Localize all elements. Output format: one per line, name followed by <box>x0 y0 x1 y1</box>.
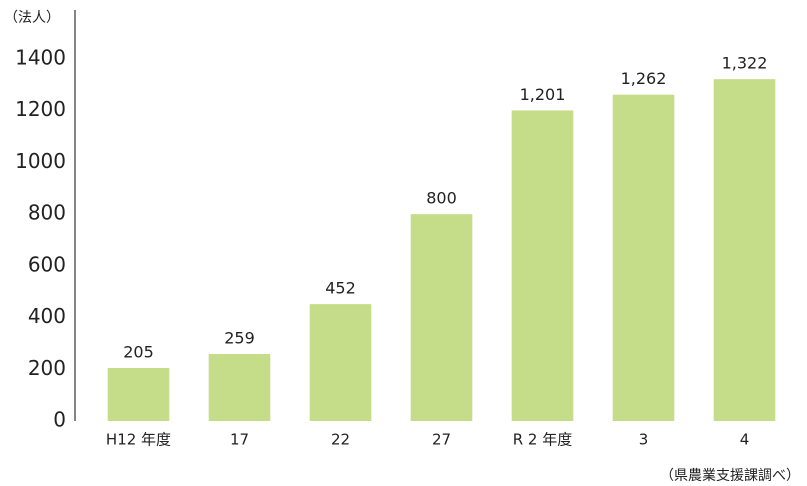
y-tick-label: 1200 <box>15 97 66 121</box>
y-tick-label: 200 <box>28 356 66 380</box>
x-tick-label: 17 <box>230 431 249 449</box>
y-axis-label: （法人） <box>4 10 60 26</box>
bar <box>410 214 473 421</box>
bar <box>309 304 372 421</box>
bar <box>208 354 271 421</box>
bar <box>713 79 776 421</box>
y-tick-label: 0 <box>53 408 66 432</box>
value-label: 205 <box>123 342 154 361</box>
y-tick-label: 600 <box>28 252 66 276</box>
value-label: 1,262 <box>621 69 667 88</box>
value-label: 800 <box>426 189 457 208</box>
bar <box>107 367 170 421</box>
value-label: 259 <box>224 329 255 348</box>
x-tick-label: 27 <box>432 431 451 449</box>
bar <box>511 110 574 421</box>
x-tick-label: 3 <box>639 431 649 449</box>
bar <box>612 94 675 421</box>
y-tick-label: 800 <box>28 201 66 225</box>
x-tick-label: H12 年度 <box>106 431 171 449</box>
source-note: （県農業支援課調べ） <box>660 468 800 484</box>
x-tick-label: R 2 年度 <box>513 431 573 449</box>
x-tick-label: 22 <box>331 431 350 449</box>
x-tick-label: 4 <box>740 431 750 449</box>
y-tick-label: 1000 <box>15 149 66 173</box>
y-tick-label: 1400 <box>15 46 66 70</box>
value-label: 452 <box>325 279 356 298</box>
y-tick-label: 400 <box>28 304 66 328</box>
value-label: 1,322 <box>722 54 768 73</box>
value-label: 1,201 <box>520 85 566 104</box>
